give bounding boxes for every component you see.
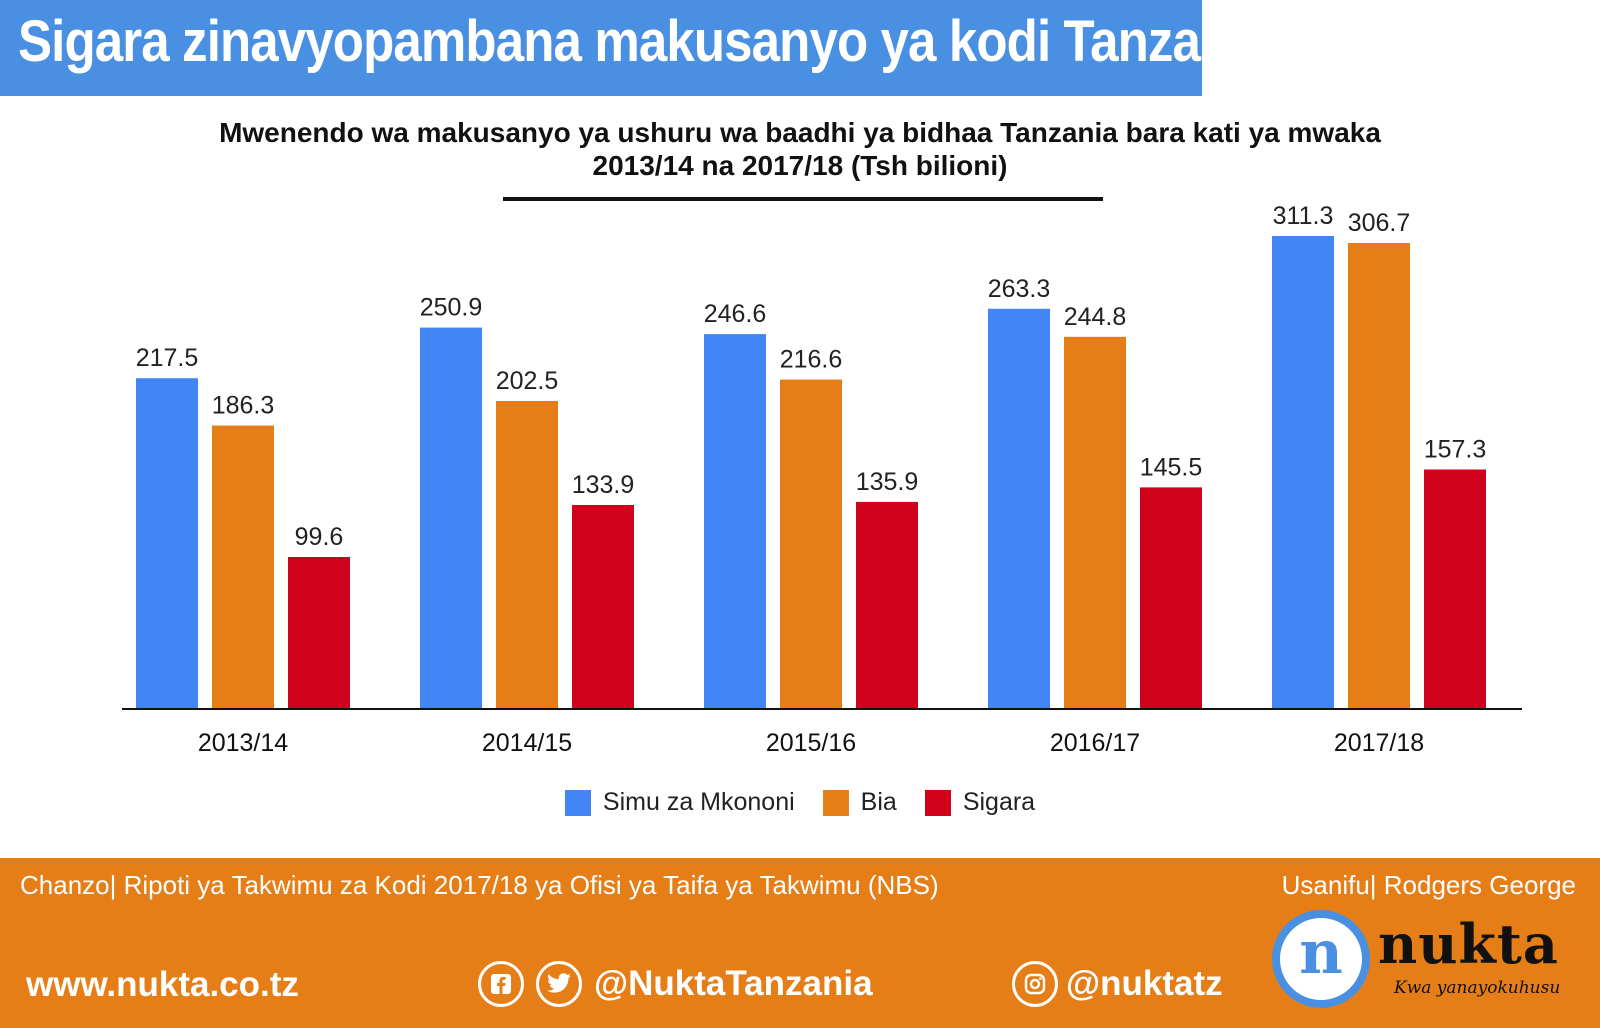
instagram-group: @nuktatz [1012,961,1223,1007]
header-band: Sigara zinavyopambana makusanyo ya kodi … [0,0,1272,96]
footer: Chanzo| Ripoti ya Takwimu za Kodi 2017/1… [0,858,1600,1028]
legend-item-bia: Bia [822,788,897,817]
facebook-icon[interactable] [478,961,524,1007]
data-label: 99.6 [295,523,344,551]
bar-2016-17-2 [1140,487,1202,708]
chart-title: Mwenendo wa makusanyo ya ushuru wa baadh… [0,116,1600,182]
data-label: 306.7 [1348,209,1411,237]
chart-title-line1: Mwenendo wa makusanyo ya ushuru wa baadh… [219,117,1381,148]
legend-label-sigara: Sigara [962,788,1036,816]
logo-circle [1272,910,1370,1008]
data-label: 202.5 [496,367,559,395]
legend: Simu za Mkononi Bia Sigara [0,788,1600,817]
data-label: 217.5 [136,344,199,372]
bar-2014-15-1 [496,400,558,708]
bar-2013-14-0 [136,378,198,708]
legend-swatch-bia [822,789,849,816]
data-label: 135.9 [856,468,919,496]
legend-label-bia: Bia [860,788,897,816]
chart-title-line2: 2013/14 na 2017/18 (Tsh bilioni) [592,150,1008,181]
x-tick-label: 2015/16 [766,729,856,757]
bar-2017-18-0 [1272,236,1334,708]
x-tick-label: 2014/15 [482,729,572,757]
bar-chart: 217.5 186.3 99.6 2013/14 250.9 202.5 133.9 2014… [122,202,1522,757]
social-handle[interactable]: @NuktaTanzania [594,964,873,1003]
data-label: 263.3 [988,275,1051,303]
x-tick-label: 2016/17 [1050,729,1140,757]
twitter-icon[interactable] [536,961,582,1007]
bar-2015-16-2 [856,501,918,708]
source-note: Chanzo| Ripoti ya Takwimu za Kodi 2017/1… [20,870,939,900]
data-label: 133.9 [572,471,635,499]
nukta-logo: n nukta Kwa yanayokuhusu [1272,910,1582,1020]
legend-item-simu: Simu za Mkononi [564,788,795,817]
title-underline [503,197,1103,201]
bar-2014-15-0 [420,327,482,708]
data-label: 186.3 [212,392,275,420]
social-group: @NuktaTanzania [478,961,873,1007]
bar-2014-15-2 [572,504,634,708]
design-credit: Usanifu| Rodgers George [1281,870,1576,900]
data-label: 216.6 [780,346,843,374]
bar-2015-16-0 [704,334,766,708]
bar-2015-16-1 [780,379,842,708]
x-tick-label: 2017/18 [1334,729,1424,757]
legend-swatch-simu [564,789,591,816]
legend-swatch-sigara [924,789,951,816]
data-label: 145.5 [1140,453,1203,481]
data-label: 311.3 [1273,202,1334,230]
logo-word: nukta [1378,912,1559,976]
bar-2013-14-2 [288,556,350,708]
bar-2017-18-1 [1348,242,1410,709]
instagram-handle[interactable]: @nuktatz [1066,964,1223,1003]
page-title: Sigara zinavyopambana makusanyo ya kodi … [18,9,1272,74]
instagram-icon[interactable] [1012,961,1058,1007]
data-label: 250.9 [420,294,483,322]
data-label: 157.3 [1424,435,1487,463]
bar-2013-14-1 [212,425,274,708]
data-label: 244.8 [1064,303,1127,331]
bar-2016-17-0 [988,308,1050,708]
legend-label-simu: Simu za Mkononi [602,788,795,816]
logo-tagline: Kwa yanayokuhusu [1394,978,1561,998]
bar-2016-17-1 [1064,336,1126,708]
x-tick-label: 2013/14 [198,729,288,757]
logo-letter: n [1299,918,1343,988]
legend-item-sigara: Sigara [924,788,1036,817]
bar-2017-18-2 [1424,469,1486,708]
data-label: 246.6 [704,300,767,328]
website-link[interactable]: www.nukta.co.tz [26,965,299,1004]
